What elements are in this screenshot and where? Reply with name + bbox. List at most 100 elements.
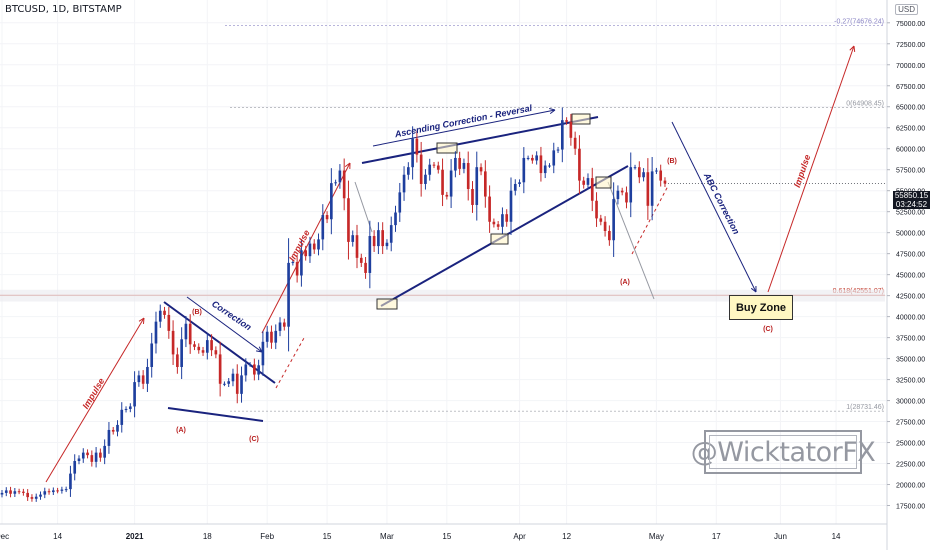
price-axis[interactable]: 17500.00 20000.00 22500.00 25000.00 27500.00… xyxy=(886,0,925,550)
y-tick-label: 27500.00 xyxy=(896,420,925,427)
wedge-lower-line xyxy=(167,407,264,422)
candle-body xyxy=(612,199,615,241)
y-tick-label: 17500.00 xyxy=(896,504,925,511)
ascending-arrow xyxy=(372,109,556,147)
x-tick-label: 14 xyxy=(832,532,841,541)
currency-badge[interactable]: USD xyxy=(895,4,918,15)
candle-body xyxy=(377,230,380,247)
candle-body xyxy=(565,120,568,122)
time-axis[interactable]: Dec 14 2021 18 Feb 15 Mar 15 Apr 12 May 17 Jun 14 xyxy=(0,523,887,541)
candle-body xyxy=(22,491,25,493)
x-tick-label: Mar xyxy=(380,532,394,541)
candle-body xyxy=(603,221,607,231)
candle-body xyxy=(116,424,119,432)
candle-body xyxy=(26,492,29,498)
wave-label: (A) xyxy=(620,279,630,286)
candle-body xyxy=(244,364,248,376)
candle-body xyxy=(287,262,290,327)
candle-body xyxy=(0,492,4,495)
candle-body xyxy=(342,170,346,199)
impulse-arrow-1-head xyxy=(138,317,145,325)
candle-body xyxy=(128,406,132,409)
candle-body xyxy=(458,157,461,169)
candles xyxy=(0,107,667,502)
candle-body xyxy=(321,215,325,240)
candle-body xyxy=(522,157,526,183)
buy-zone-band xyxy=(0,289,885,302)
impulse-arrow-1 xyxy=(45,317,145,483)
candle-body xyxy=(642,172,645,178)
candle-body xyxy=(188,323,192,345)
candle-body xyxy=(402,174,406,193)
candle-body xyxy=(424,174,427,184)
x-tick-label: Jun xyxy=(774,532,787,541)
candle-body xyxy=(599,218,603,222)
candle-body xyxy=(625,192,628,203)
candle-body xyxy=(389,225,393,243)
x-tick-label: 15 xyxy=(442,532,451,541)
candle-body xyxy=(590,178,594,201)
y-tick-label: 37500.00 xyxy=(896,336,925,343)
candle-body xyxy=(257,365,260,375)
candle-body xyxy=(205,340,209,353)
candle-body xyxy=(445,194,449,197)
channel-upper-line xyxy=(361,116,599,164)
candle-body xyxy=(197,346,201,351)
candle-body xyxy=(595,200,598,219)
candle-body xyxy=(300,250,303,276)
candle-body xyxy=(560,120,564,150)
x-tick-label: 18 xyxy=(203,532,212,541)
y-tick-label: 62500.00 xyxy=(896,126,925,133)
projection-dash-1 xyxy=(275,337,305,389)
candle-body xyxy=(304,250,308,257)
y-tick-label: 50000.00 xyxy=(896,231,925,238)
candle-body xyxy=(505,214,509,222)
candle-body xyxy=(436,165,440,170)
candle-body xyxy=(637,167,641,178)
candle-body xyxy=(496,224,500,227)
candle-body xyxy=(368,236,372,273)
ascending-arrow-head xyxy=(549,108,556,115)
candle-body xyxy=(471,189,474,205)
candle-body xyxy=(573,137,577,149)
candle-body xyxy=(171,330,175,355)
candle-body xyxy=(240,375,243,394)
candle-body xyxy=(492,221,496,225)
pattern-label: Impulse xyxy=(287,228,312,263)
watermark: @WicktatorFX xyxy=(691,430,876,474)
last-price: 55850.15 xyxy=(894,191,929,200)
candle-body xyxy=(407,167,410,175)
candle-body xyxy=(265,331,269,342)
pattern-label: Correction xyxy=(210,299,254,333)
candle-body xyxy=(441,169,444,195)
candle-body xyxy=(650,171,654,206)
y-tick-label: 70000.00 xyxy=(896,63,925,70)
pivot-box xyxy=(595,176,612,189)
candle-body xyxy=(330,183,333,220)
candle-body xyxy=(484,171,487,197)
candle-body xyxy=(274,330,278,343)
y-tick-label: 35000.00 xyxy=(896,357,925,364)
candle-body xyxy=(295,262,299,276)
candle-body xyxy=(60,489,64,491)
candle-body xyxy=(355,235,359,258)
abc-arrow-head xyxy=(750,285,757,293)
candle-body xyxy=(509,190,513,222)
candle-body xyxy=(193,344,196,347)
candle-body xyxy=(351,235,355,242)
watermark-text: @WicktatorFX xyxy=(690,436,876,468)
y-tick-label: 52500.00 xyxy=(896,210,925,217)
candle-body xyxy=(111,429,115,432)
x-tick-label: Feb xyxy=(260,532,274,541)
x-tick-label: 15 xyxy=(323,532,332,541)
impulse-arrow-2-head xyxy=(344,162,351,170)
candle-body xyxy=(64,489,68,491)
y-tick-label: 65000.00 xyxy=(896,105,925,112)
candle-body xyxy=(223,383,226,385)
candle-body xyxy=(34,496,38,499)
candle-body xyxy=(39,494,42,497)
candle-body xyxy=(646,172,650,206)
candle-body xyxy=(146,366,149,384)
buy-zone-label: Buy Zone xyxy=(729,295,793,320)
